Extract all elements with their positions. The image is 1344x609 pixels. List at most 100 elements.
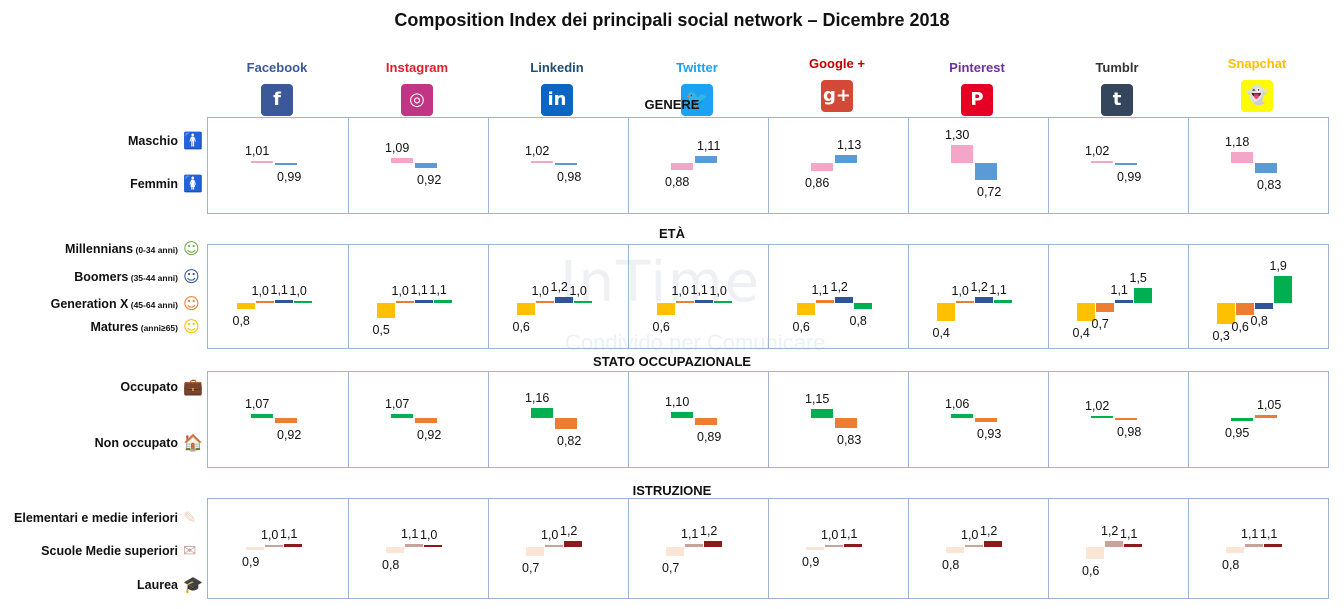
value-label: 0,3 [1212,329,1230,343]
bar-matures [1133,288,1152,303]
value-label: 0,98 [557,170,582,184]
row-person-icon: ✉ [183,541,197,560]
section-title-genere: GENERE [644,97,700,112]
network-logo-icon: f [261,84,293,116]
value-label: 1,1 [429,283,447,297]
value-label: 1,0 [261,528,279,542]
bar-occupato [251,413,273,418]
value-label: 0,4 [932,326,950,340]
value-label: 0,99 [1117,170,1142,184]
value-label: 1,0 [531,284,549,298]
network-name: Linkedin [530,60,584,75]
bar-occupato [1231,418,1253,421]
bar-millennians [236,303,255,309]
value-label: 1,0 [569,284,587,298]
value-label: 1,07 [245,396,270,411]
bar-millennians [376,303,395,318]
bar-generation-x [694,300,713,303]
bar-maschio [1231,152,1253,163]
value-label: 1,02 [525,144,550,158]
row-label-elementari-e-medie-inferiori: Elementari e medie inferiori [14,511,178,525]
row-label-text: Occupato [120,380,178,394]
bar-scuole-medie-superiori [265,545,283,547]
bar-millennians [656,303,675,315]
bar-occupato [951,414,973,418]
panel-istruzione: 0,9 1,0 1,1 0,8 1,1 1,0 0,7 1,0 1,2 0,7 1,1 1,2 0,9 1… [207,498,1329,599]
row-person-icon: 💼 [183,377,203,396]
bar-boomers [1235,303,1254,315]
bar-maschio [251,161,273,163]
value-label: 0,95 [1225,426,1250,440]
cell-instagram: 1,07 0,92 [348,372,489,467]
value-label: 0,72 [977,184,1002,199]
value-label: 0,8 [849,314,867,328]
bar-matures [573,301,592,303]
value-label: 1,0 [821,528,839,542]
cell-facebook: 1,07 0,92 [208,372,349,467]
value-label: 1,2 [560,524,578,538]
value-label: 0,98 [1117,425,1142,439]
bar-laurea [1124,544,1142,547]
value-label: 0,92 [277,427,302,442]
network-facebook: Facebook f [222,60,332,116]
network-google: Google + g+ [782,56,892,112]
cell-linkedin: 0,6 1,0 1,2 1,0 [488,245,629,348]
bar-laurea [1264,544,1282,547]
value-label: 0,8 [1250,314,1268,328]
cell-instagram: 0,5 1,0 1,1 1,1 [348,245,489,348]
value-label: 0,7 [522,561,540,575]
bar-femmin [555,163,577,165]
cell-linkedin: 0,7 1,0 1,2 [488,499,629,598]
value-label: 0,5 [372,323,390,337]
bar-maschio [1091,161,1113,163]
value-label: 1,07 [385,396,410,411]
value-label: 1,1 [410,283,428,297]
bar-laurea [284,544,302,547]
row-label-boomers: Boomers (35-44 anni) [74,270,178,284]
value-label: 0,8 [1222,558,1240,572]
section-title-età: ETÀ [659,226,685,241]
bar-elementari-e-medie-inferiori [946,547,964,553]
network-logo-icon: ◎ [401,84,433,116]
cell-tumblr: 1,02 0,98 [1048,372,1189,467]
bar-non-occupato [835,418,857,429]
row-label-note: (0-34 anni) [133,245,178,255]
value-label: 1,0 [709,284,727,298]
network-pinterest: Pinterest P [922,60,1032,116]
value-label: 1,1 [840,527,858,541]
section-title-statooccupazionale: STATO OCCUPAZIONALE [593,354,751,369]
row-person-icon: ☺ [183,267,200,286]
value-label: 1,1 [989,283,1007,297]
value-label: 1,06 [945,397,970,412]
cell-pinterest: 0,8 1,0 1,2 [908,499,1049,598]
cell-snapchat: 0,3 0,6 0,8 1,9 [1188,245,1328,348]
bar-generation-x [834,297,853,303]
network-name: Tumblr [1095,60,1139,75]
row-label-note: (anni≥65) [138,323,178,333]
bar-generation-x [414,300,433,303]
row-label-laurea: Laurea [137,578,178,592]
bar-maschio [531,161,553,163]
value-label: 1,0 [951,284,969,298]
value-label: 0,9 [802,555,820,569]
cell-linkedin: 1,16 0,82 [488,372,629,467]
row-label-generation-x: Generation X (45-64 anni) [51,297,178,311]
cell-twitter: 0,7 1,1 1,2 [628,499,769,598]
row-label-matures: Matures (anni≥65) [90,320,178,334]
cell-linkedin: 1,02 0,98 [488,118,629,213]
value-label: 1,1 [690,283,708,297]
bar-generation-x [274,300,293,303]
cell-facebook: 1,01 0,99 [208,118,349,213]
bar-elementari-e-medie-inferiori [1086,547,1104,559]
bar-non-occupato [975,418,997,423]
bar-scuole-medie-superiori [965,545,983,547]
value-label: 1,1 [1120,527,1138,541]
bar-generation-x [554,297,573,303]
value-label: 1,1 [1241,527,1259,541]
cell-google: 0,6 1,1 1,2 0,8 [768,245,909,348]
value-label: 0,92 [417,172,442,187]
value-label: 0,7 [1091,317,1109,331]
row-label-femmin: Femmin [130,177,178,191]
row-label-text: Elementari e medie inferiori [14,511,178,525]
bar-generation-x [974,297,993,303]
